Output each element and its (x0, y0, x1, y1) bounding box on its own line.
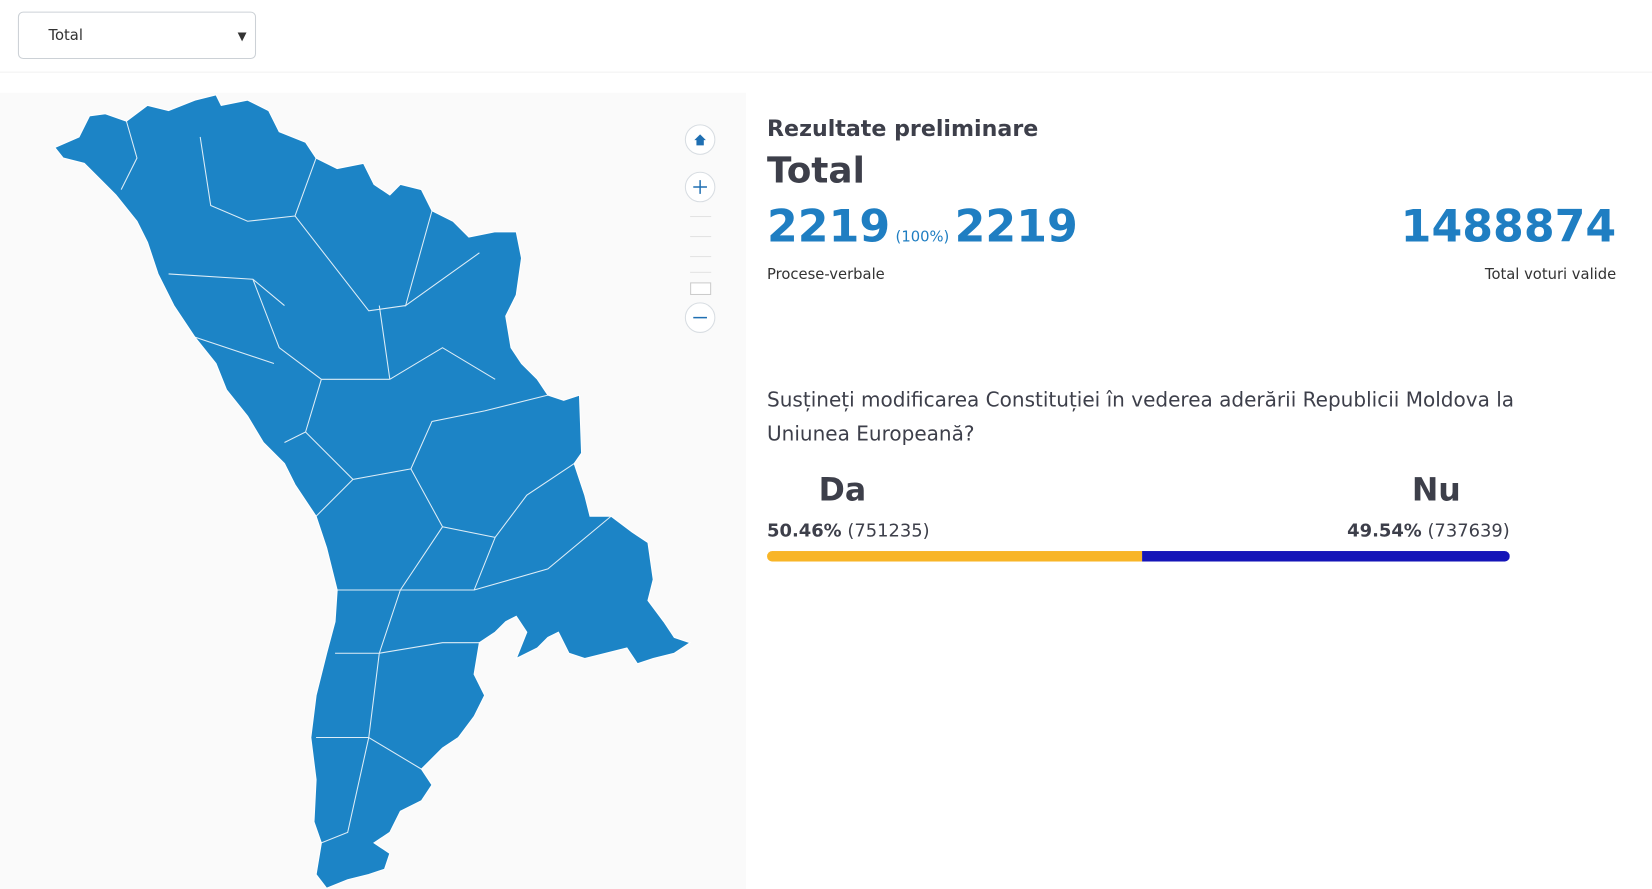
map-region[interactable] (53, 94, 692, 889)
zoom-slider[interactable] (690, 282, 712, 296)
zoom-tick (690, 271, 712, 273)
option-result: 50.46% (751235) (767, 520, 930, 541)
option-name: Da (818, 472, 867, 509)
select-caret: ▼ (237, 29, 247, 44)
option-votes: (737639) (1427, 520, 1510, 542)
option-result: 49.54% (737639) (1347, 520, 1510, 541)
option-name: Nu (1411, 472, 1461, 509)
region-select[interactable]: Total ▼ (17, 11, 257, 60)
option-percent: 49.54% (1347, 520, 1422, 542)
subtitle: Rezultate preliminare (767, 115, 1039, 142)
title: Total (767, 149, 865, 192)
district-borders (120, 121, 612, 844)
zoom-tick (690, 215, 712, 218)
protocols-label: Procese-verbale (767, 266, 885, 284)
protocols: 2219 (100%) 2219 (767, 200, 1078, 252)
home-button[interactable] (684, 124, 716, 155)
minus-icon (693, 316, 707, 319)
result-bar (767, 551, 1510, 562)
option-votes: (751235) (847, 520, 930, 542)
option-percent: 50.46% (767, 520, 842, 542)
plus-icon (693, 180, 707, 194)
valid-votes-label: Total voturi valide (1484, 266, 1617, 284)
top-bar: Total ▼ (0, 0, 1652, 73)
map-panel (0, 92, 746, 889)
zoom-tick (690, 256, 712, 258)
bar-segment (767, 551, 1142, 562)
valid-votes: 1488874 (1400, 200, 1617, 252)
question: Susțineți modificarea Constituției în ve… (767, 388, 1515, 446)
zoom-in-button[interactable] (684, 171, 716, 203)
zoom-out-button[interactable] (684, 302, 716, 333)
protocols-percent: (100%) (895, 228, 950, 246)
zoom-tick (690, 236, 712, 238)
map (53, 94, 692, 889)
select-value: Total (48, 27, 83, 45)
protocols-total: 2219 (954, 200, 1078, 252)
protocols-counted: 2219 (767, 200, 891, 252)
bar-segment (1141, 551, 1510, 562)
home-icon (694, 134, 706, 146)
